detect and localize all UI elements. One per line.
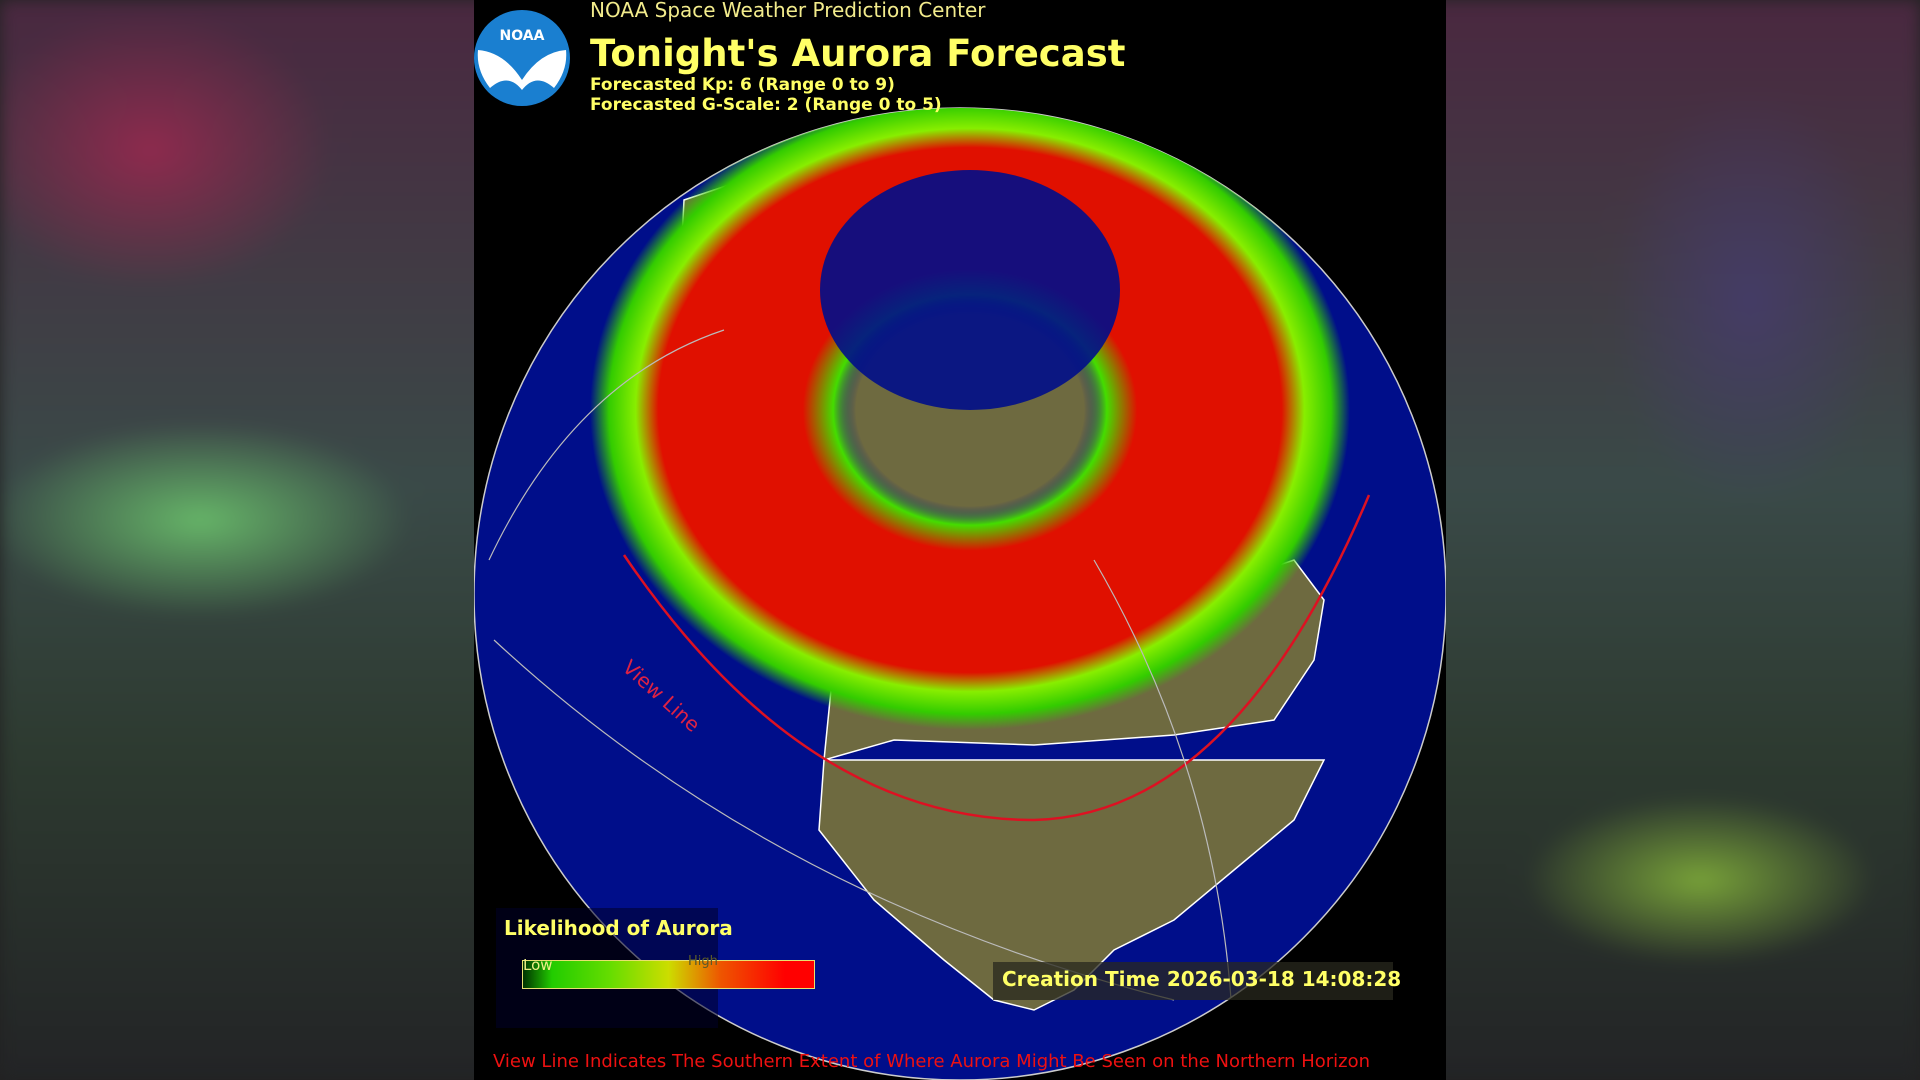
polar-cap: [820, 170, 1120, 410]
svg-text:NOAA: NOAA: [500, 28, 545, 44]
creation-time: Creation Time 2026-03-18 14:08:28: [1002, 967, 1402, 991]
view-line: [622, 494, 1371, 822]
globe-map: [474, 107, 1446, 1080]
gscale-forecast: Forecasted G-Scale: 2 (Range 0 to 5): [590, 95, 942, 115]
org-name: NOAA Space Weather Prediction Center: [590, 0, 986, 22]
noaa-logo: NOAA: [474, 10, 570, 106]
page-title: Tonight's Aurora Forecast: [590, 32, 1126, 75]
legend-low-label: Low: [523, 956, 553, 974]
aurora-forecast-image: View Line NOAA NOAA Space Weather Predic…: [474, 0, 1446, 1080]
legend-title: Likelihood of Aurora: [504, 916, 733, 940]
footer-note: View Line Indicates The Southern Extent …: [493, 1051, 1371, 1072]
legend-color-bar: [522, 960, 815, 989]
legend-high-label: High: [688, 954, 718, 969]
kp-forecast: Forecasted Kp: 6 (Range 0 to 9): [590, 75, 895, 95]
creation-time-box: [993, 962, 1393, 1000]
